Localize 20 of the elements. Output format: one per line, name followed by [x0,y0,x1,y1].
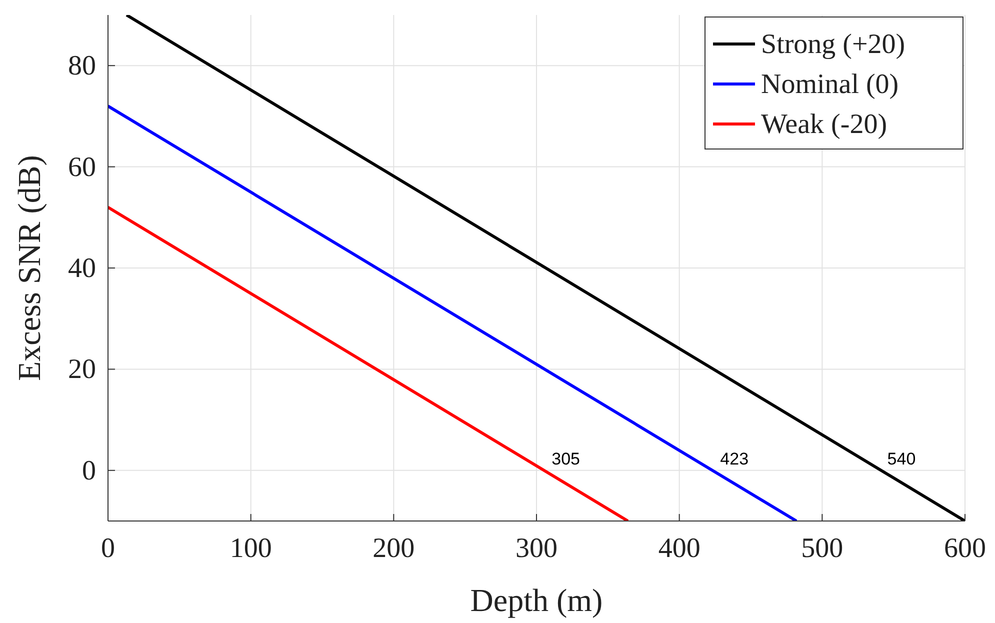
x-tick-label: 300 [516,533,558,564]
legend-label: Strong (+20) [761,29,906,60]
annotation: 305 [552,449,580,468]
x-tick-label: 400 [658,533,700,564]
x-tick-label: 500 [801,533,844,564]
x-tick-label: 100 [230,533,272,564]
x-tick-label: 0 [101,533,115,564]
annotation: 540 [887,449,916,468]
x-tick-label: 200 [372,533,415,564]
legend-label: Weak (-20) [761,109,888,140]
y-tick-label: 80 [68,50,96,82]
y-tick-label: 60 [68,152,96,183]
y-tick-label: 40 [68,253,96,284]
annotation: 423 [720,449,749,468]
y-tick-label: 0 [82,455,96,486]
y-axis-title: Excess SNR (dB) [11,155,47,381]
x-tick-label: 600 [944,533,986,564]
y-tick-label: 20 [68,354,96,386]
x-axis-title: Depth (m) [470,582,603,618]
legend-label: Nominal (0) [761,69,899,100]
